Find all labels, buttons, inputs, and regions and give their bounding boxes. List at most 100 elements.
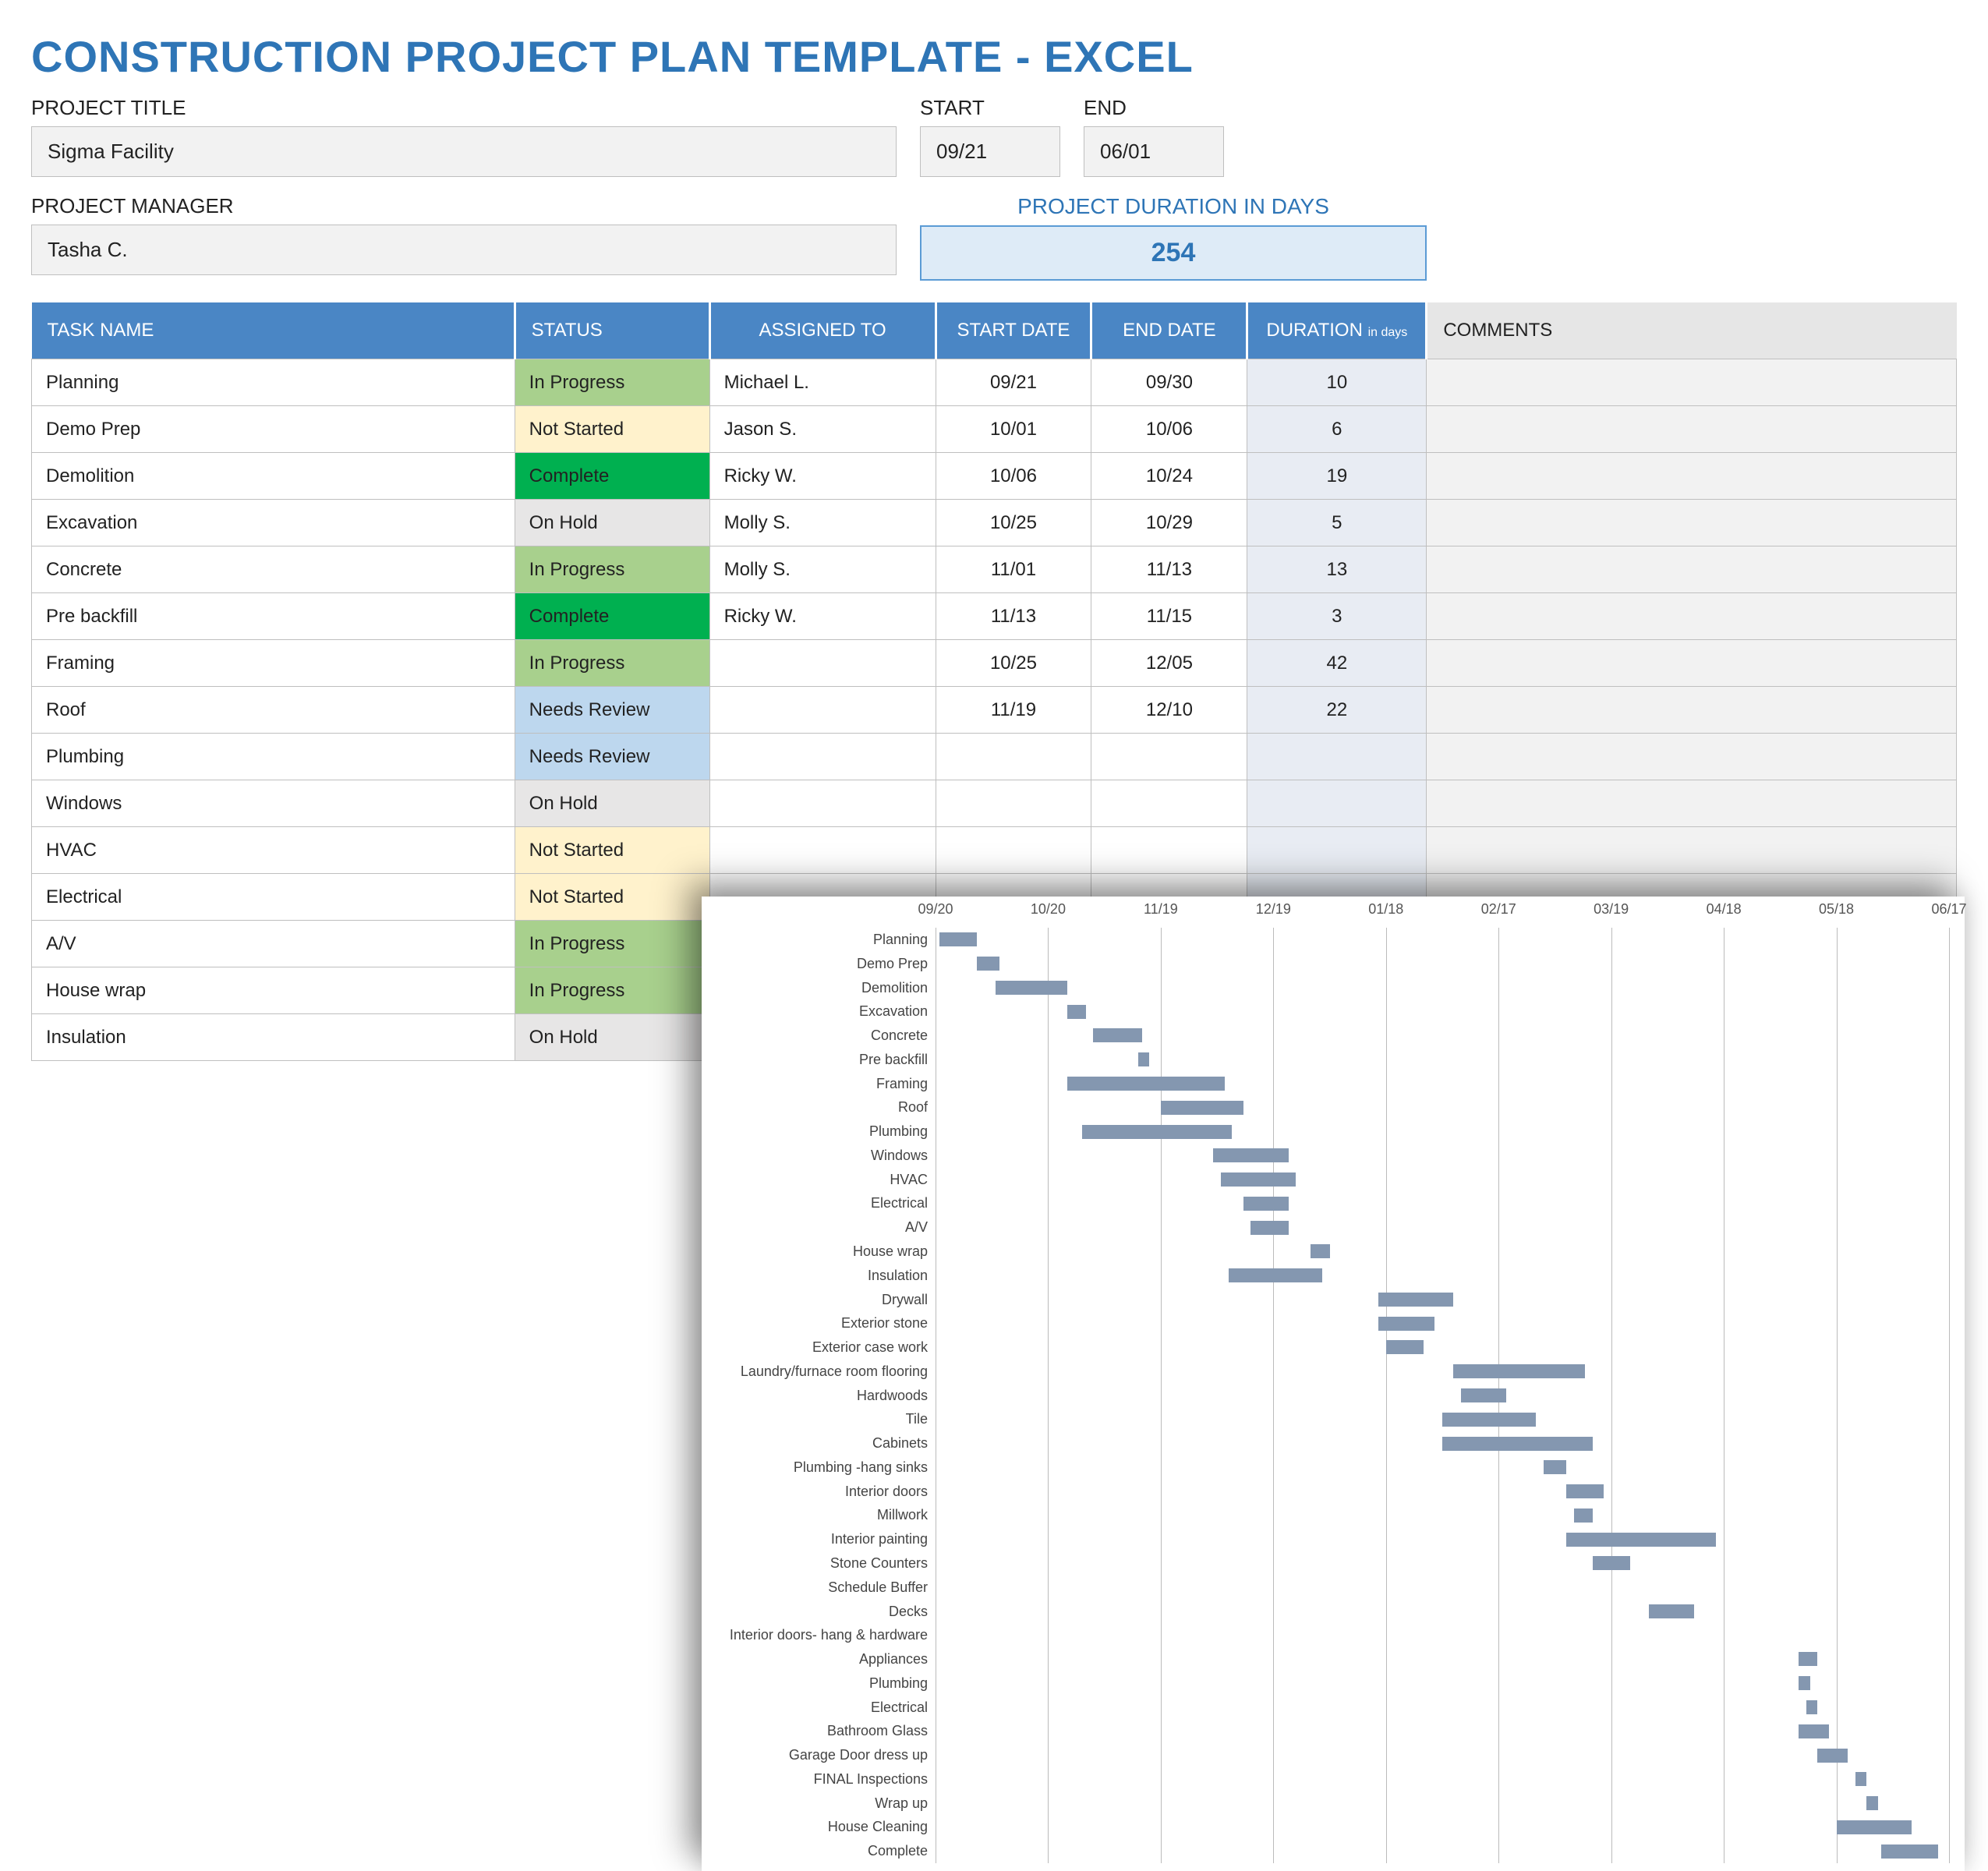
task-assigned-cell[interactable] — [709, 687, 936, 734]
task-status-cell[interactable]: In Progress — [515, 359, 709, 406]
task-assigned-cell[interactable] — [709, 640, 936, 687]
task-assigned-cell[interactable] — [709, 827, 936, 874]
task-end-cell[interactable]: 10/24 — [1091, 453, 1247, 500]
table-row[interactable]: PlumbingNeeds Review — [32, 734, 1957, 780]
task-end-cell[interactable]: 10/06 — [1091, 406, 1247, 453]
task-comments-cell[interactable] — [1427, 734, 1957, 780]
task-start-cell[interactable]: 10/01 — [936, 406, 1091, 453]
task-end-cell[interactable]: 10/29 — [1091, 500, 1247, 546]
task-end-cell[interactable]: 11/13 — [1091, 546, 1247, 593]
task-start-cell[interactable] — [936, 734, 1091, 780]
task-status-cell[interactable]: On Hold — [515, 500, 709, 546]
task-comments-cell[interactable] — [1427, 640, 1957, 687]
task-comments-cell[interactable] — [1427, 500, 1957, 546]
task-comments-cell[interactable] — [1427, 687, 1957, 734]
table-row[interactable]: HVACNot Started — [32, 827, 1957, 874]
task-assigned-cell[interactable]: Molly S. — [709, 500, 936, 546]
table-row[interactable]: WindowsOn Hold — [32, 780, 1957, 827]
task-start-cell[interactable]: 10/25 — [936, 640, 1091, 687]
task-assigned-cell[interactable]: Ricky W. — [709, 453, 936, 500]
project-title-field[interactable]: Sigma Facility — [31, 126, 897, 177]
task-status-cell[interactable]: Needs Review — [515, 734, 709, 780]
gantt-bar — [1881, 1844, 1937, 1859]
task-end-cell[interactable]: 11/15 — [1091, 593, 1247, 640]
task-comments-cell[interactable] — [1427, 593, 1957, 640]
table-row[interactable]: PlanningIn ProgressMichael L.09/2109/301… — [32, 359, 1957, 406]
gantt-bar — [1566, 1533, 1717, 1547]
task-name-cell[interactable]: HVAC — [32, 827, 515, 874]
task-start-cell[interactable]: 09/21 — [936, 359, 1091, 406]
project-end-field[interactable]: 06/01 — [1084, 126, 1224, 177]
task-name-cell[interactable]: Electrical — [32, 874, 515, 921]
task-end-cell[interactable] — [1091, 780, 1247, 827]
task-end-cell[interactable] — [1091, 827, 1247, 874]
task-name-cell[interactable]: Concrete — [32, 546, 515, 593]
task-name-cell[interactable]: Demo Prep — [32, 406, 515, 453]
task-status-cell[interactable]: Not Started — [515, 827, 709, 874]
table-row[interactable]: ExcavationOn HoldMolly S.10/2510/295 — [32, 500, 1957, 546]
task-name-cell[interactable]: House wrap — [32, 967, 515, 1014]
task-end-cell[interactable]: 12/05 — [1091, 640, 1247, 687]
gantt-row-label: Decks — [702, 1600, 928, 1624]
task-status-cell[interactable]: Not Started — [515, 874, 709, 921]
task-status-cell[interactable]: Complete — [515, 453, 709, 500]
task-name-cell[interactable]: Excavation — [32, 500, 515, 546]
task-name-cell[interactable]: Demolition — [32, 453, 515, 500]
col-start: START DATE — [936, 302, 1091, 359]
task-status-cell[interactable]: In Progress — [515, 967, 709, 1014]
task-name-cell[interactable]: Plumbing — [32, 734, 515, 780]
task-name-cell[interactable]: Framing — [32, 640, 515, 687]
task-start-cell[interactable]: 10/06 — [936, 453, 1091, 500]
gantt-row-label: Exterior stone — [702, 1311, 928, 1335]
task-comments-cell[interactable] — [1427, 359, 1957, 406]
table-row[interactable]: DemolitionCompleteRicky W.10/0610/2419 — [32, 453, 1957, 500]
table-row[interactable]: RoofNeeds Review11/1912/1022 — [32, 687, 1957, 734]
task-assigned-cell[interactable]: Jason S. — [709, 406, 936, 453]
task-duration-cell: 10 — [1247, 359, 1427, 406]
task-status-cell[interactable]: Not Started — [515, 406, 709, 453]
task-assigned-cell[interactable]: Ricky W. — [709, 593, 936, 640]
gantt-bar — [996, 981, 1067, 995]
task-name-cell[interactable]: Insulation — [32, 1014, 515, 1061]
table-row[interactable]: Demo PrepNot StartedJason S.10/0110/066 — [32, 406, 1957, 453]
table-row[interactable]: ConcreteIn ProgressMolly S.11/0111/1313 — [32, 546, 1957, 593]
table-row[interactable]: FramingIn Progress10/2512/0542 — [32, 640, 1957, 687]
task-comments-cell[interactable] — [1427, 780, 1957, 827]
task-assigned-cell[interactable] — [709, 780, 936, 827]
task-assigned-cell[interactable]: Michael L. — [709, 359, 936, 406]
task-assigned-cell[interactable]: Molly S. — [709, 546, 936, 593]
task-comments-cell[interactable] — [1427, 827, 1957, 874]
task-status-cell[interactable]: On Hold — [515, 780, 709, 827]
task-start-cell[interactable]: 11/13 — [936, 593, 1091, 640]
task-comments-cell[interactable] — [1427, 546, 1957, 593]
task-name-cell[interactable]: Planning — [32, 359, 515, 406]
gantt-bar — [1593, 1556, 1630, 1570]
task-start-cell[interactable] — [936, 780, 1091, 827]
task-status-cell[interactable]: In Progress — [515, 640, 709, 687]
task-start-cell[interactable]: 11/01 — [936, 546, 1091, 593]
task-name-cell[interactable]: Pre backfill — [32, 593, 515, 640]
gantt-axis-label: 04/18 — [1707, 901, 1742, 918]
task-status-cell[interactable]: On Hold — [515, 1014, 709, 1061]
task-end-cell[interactable] — [1091, 734, 1247, 780]
task-status-cell[interactable]: Complete — [515, 593, 709, 640]
task-status-cell[interactable]: Needs Review — [515, 687, 709, 734]
task-start-cell[interactable]: 10/25 — [936, 500, 1091, 546]
table-row[interactable]: Pre backfillCompleteRicky W.11/1311/153 — [32, 593, 1957, 640]
gantt-axis-label: 11/19 — [1144, 901, 1178, 918]
task-end-cell[interactable]: 09/30 — [1091, 359, 1247, 406]
task-assigned-cell[interactable] — [709, 734, 936, 780]
task-name-cell[interactable]: Roof — [32, 687, 515, 734]
task-status-cell[interactable]: In Progress — [515, 921, 709, 967]
task-status-cell[interactable]: In Progress — [515, 546, 709, 593]
task-start-cell[interactable]: 11/19 — [936, 687, 1091, 734]
project-start-field[interactable]: 09/21 — [920, 126, 1060, 177]
task-end-cell[interactable]: 12/10 — [1091, 687, 1247, 734]
gantt-row-label: Exterior case work — [702, 1335, 928, 1360]
task-name-cell[interactable]: Windows — [32, 780, 515, 827]
project-manager-field[interactable]: Tasha C. — [31, 225, 897, 275]
task-comments-cell[interactable] — [1427, 406, 1957, 453]
task-start-cell[interactable] — [936, 827, 1091, 874]
task-comments-cell[interactable] — [1427, 453, 1957, 500]
task-name-cell[interactable]: A/V — [32, 921, 515, 967]
